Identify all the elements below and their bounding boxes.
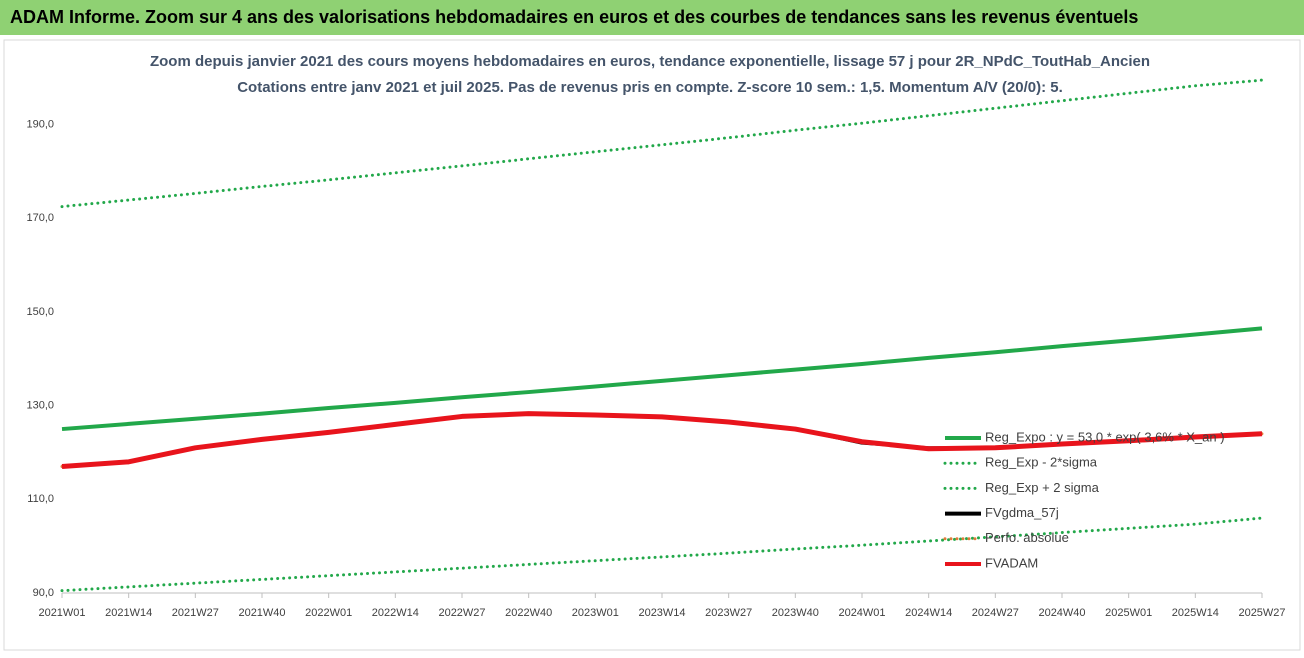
y-tick-label: 150,0 bbox=[26, 306, 54, 318]
legend-label: FVgdma_57j bbox=[985, 505, 1059, 520]
chart-subtitle: Cotations entre janv 2021 et juil 2025. … bbox=[237, 79, 1063, 96]
legend-label: Reg_Expo : y = 53,0 * exp( 3,6% * X_an ) bbox=[985, 429, 1225, 444]
x-tick-label: 2025W01 bbox=[1105, 607, 1152, 619]
x-tick-label: 2021W40 bbox=[238, 607, 285, 619]
y-tick-label: 110,0 bbox=[27, 493, 54, 505]
x-tick-label: 2021W14 bbox=[105, 607, 152, 619]
x-tick-label: 2024W40 bbox=[1038, 607, 1085, 619]
x-tick-label: 2022W27 bbox=[438, 607, 485, 619]
header-bar bbox=[0, 0, 1304, 35]
x-tick-label: 2023W40 bbox=[772, 607, 819, 619]
x-tick-label: 2024W14 bbox=[905, 607, 952, 619]
chart-frame bbox=[3, 39, 1301, 651]
x-tick-label: 2023W27 bbox=[705, 607, 752, 619]
chart-subtitle: Zoom depuis janvier 2021 des cours moyen… bbox=[150, 53, 1150, 70]
legend-label: Reg_Exp - 2*sigma bbox=[985, 455, 1098, 470]
series-line bbox=[61, 411, 1263, 470]
y-tick-label: 170,0 bbox=[26, 212, 54, 224]
x-tick-label: 2024W27 bbox=[972, 607, 1019, 619]
legend-label: Reg_Exp + 2 sigma bbox=[985, 480, 1100, 495]
y-tick-label: 130,0 bbox=[26, 400, 54, 412]
series-line bbox=[60, 78, 1264, 209]
x-tick-label: 2025W14 bbox=[1172, 607, 1219, 619]
x-tick-label: 2024W01 bbox=[838, 607, 885, 619]
legend-label: FVADAM bbox=[985, 555, 1038, 570]
x-tick-label: 2025W27 bbox=[1238, 607, 1285, 619]
x-tick-label: 2023W01 bbox=[572, 607, 619, 619]
series-line bbox=[61, 326, 1263, 432]
series-line bbox=[60, 516, 1264, 593]
x-tick-label: 2022W01 bbox=[305, 607, 352, 619]
x-tick-label: 2023W14 bbox=[638, 607, 685, 619]
chart-title: ADAM Informe. Zoom sur 4 ans des valoris… bbox=[10, 7, 1138, 27]
x-tick-label: 2022W14 bbox=[372, 607, 419, 619]
x-tick-label: 2021W01 bbox=[38, 607, 85, 619]
legend-label: Perfo. absolue bbox=[985, 530, 1069, 545]
x-tick-label: 2022W40 bbox=[505, 607, 552, 619]
y-tick-label: 90,0 bbox=[33, 587, 54, 599]
x-tick-label: 2021W27 bbox=[172, 607, 219, 619]
y-tick-label: 190,0 bbox=[26, 119, 54, 131]
